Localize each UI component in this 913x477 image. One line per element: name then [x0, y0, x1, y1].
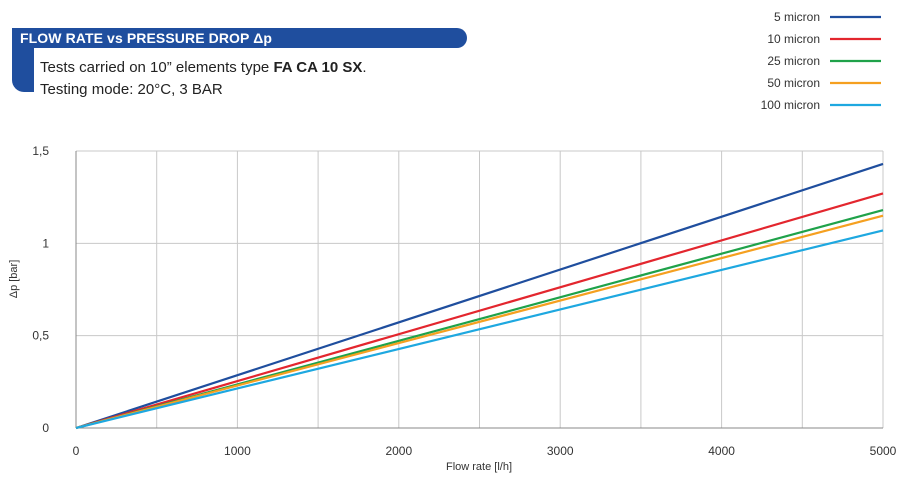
legend-label: 50 micron [767, 76, 820, 90]
series-lines [75, 162, 884, 430]
y-tick-label: 1 [42, 236, 49, 250]
series-line [75, 192, 884, 430]
tick-labels: 0 1000 2000 3000 4000 5000 0 0,5 1 1,5 [32, 144, 896, 458]
title-banner [12, 28, 467, 48]
legend-label: 10 micron [767, 32, 820, 46]
x-tick-label: 0 [73, 444, 80, 458]
series-line [75, 229, 884, 430]
chart-title: FLOW RATE vs PRESSURE DROP Δp [20, 30, 273, 46]
series-line [75, 162, 884, 430]
testing-mode: Testing mode: 20°C, 3 BAR [40, 81, 223, 98]
x-tick-label: 5000 [870, 444, 897, 458]
x-axis-label: Flow rate [l/h] [446, 461, 512, 473]
y-axis-label: Δp [bar] [8, 260, 20, 299]
legend-label: 25 micron [767, 54, 820, 68]
x-tick-label: 1000 [224, 444, 251, 458]
legend: 5 micron 10 micron 25 micron 50 micron 100 m… [761, 10, 881, 112]
test-description: Tests carried on 10” elements type FA CA… [40, 59, 367, 76]
x-tick-label: 3000 [547, 444, 574, 458]
y-tick-label: 0,5 [32, 329, 49, 343]
legend-label: 100 micron [761, 98, 820, 112]
x-tick-label: 2000 [385, 444, 412, 458]
y-tick-label: 1,5 [32, 144, 49, 158]
title-tab-decoration [12, 46, 34, 92]
test-description-suffix: . [362, 59, 367, 76]
y-tick-label: 0 [42, 421, 49, 435]
legend-label: 5 micron [774, 10, 820, 24]
x-tick-label: 4000 [708, 444, 735, 458]
series-line [75, 214, 884, 430]
grid [75, 150, 884, 429]
element-type: FA CA 10 SX [273, 59, 363, 76]
test-description-prefix: Tests carried on 10” elements type [40, 59, 274, 76]
